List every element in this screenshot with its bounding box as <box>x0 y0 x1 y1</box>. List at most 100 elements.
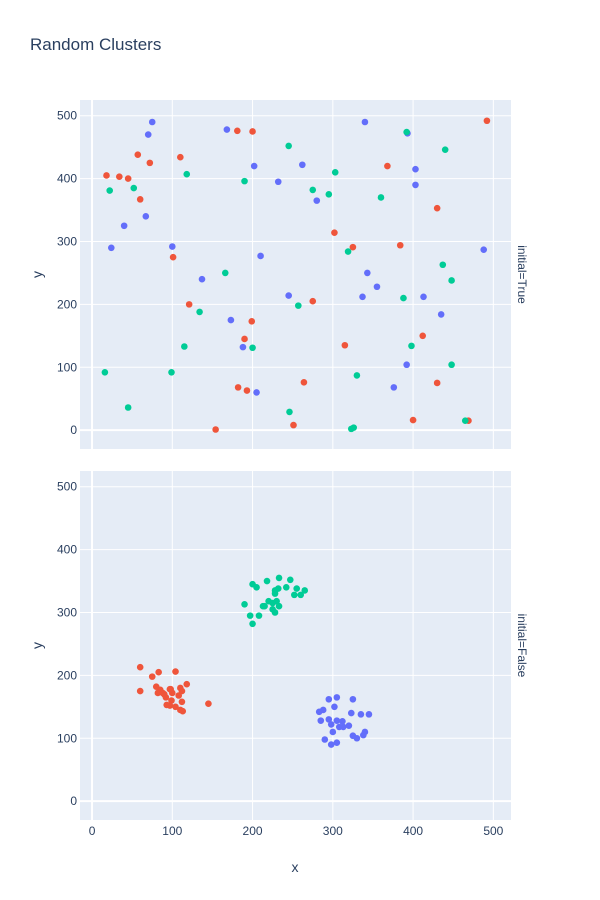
plot-background <box>80 471 511 820</box>
data-point <box>286 408 293 416</box>
data-point <box>116 173 123 181</box>
data-point <box>325 191 333 198</box>
x-tick-label: 200 <box>243 824 263 838</box>
data-point <box>169 253 177 261</box>
y-tick-label: 200 <box>57 297 77 311</box>
data-point <box>331 169 339 176</box>
data-point <box>253 584 260 591</box>
data-point <box>221 269 229 277</box>
data-point <box>271 609 279 616</box>
y-tick-label: 500 <box>57 480 77 494</box>
data-point <box>178 698 186 706</box>
data-point <box>437 311 445 318</box>
data-point <box>249 620 256 628</box>
x-axis-label: x <box>292 859 299 875</box>
data-point <box>271 587 279 594</box>
data-point <box>360 731 367 739</box>
x-tick-label: 100 <box>162 824 182 838</box>
data-point <box>408 342 415 350</box>
y-tick-label: 300 <box>57 234 77 248</box>
data-point <box>178 687 186 695</box>
data-point <box>205 700 212 707</box>
x-tick-label: 500 <box>483 824 503 838</box>
data-point <box>263 577 271 585</box>
data-point <box>243 387 251 394</box>
data-point <box>349 695 357 703</box>
data-point <box>419 332 427 340</box>
x-tick-label: 0 <box>89 824 96 838</box>
data-point <box>255 612 263 619</box>
data-point <box>359 293 366 301</box>
data-point <box>120 222 128 230</box>
data-point <box>274 178 282 186</box>
data-point <box>275 602 283 610</box>
plot-background <box>80 100 511 449</box>
data-point <box>148 673 156 680</box>
data-point <box>253 389 260 396</box>
data-point <box>448 277 455 284</box>
data-point <box>461 417 469 425</box>
data-point <box>365 711 373 718</box>
data-point <box>144 131 152 138</box>
data-point <box>295 302 302 309</box>
data-point <box>317 717 325 724</box>
data-point <box>106 187 113 194</box>
data-point <box>248 318 256 325</box>
data-point <box>403 361 410 369</box>
data-point <box>400 294 407 302</box>
data-point <box>390 384 398 391</box>
data-point <box>347 709 355 717</box>
data-point <box>357 711 365 718</box>
data-point <box>282 584 290 591</box>
data-point <box>196 308 203 316</box>
data-point <box>163 701 170 709</box>
data-point <box>327 741 335 748</box>
facet-panel-initial-false: 0 100 200 300 400 500 0 100 200 300 400 500 y initial… <box>29 471 529 838</box>
data-point <box>285 142 292 150</box>
data-point <box>353 734 361 742</box>
facet-label-initial-true: initial=True <box>515 245 529 304</box>
data-point <box>154 689 162 697</box>
data-point <box>300 379 308 386</box>
data-point <box>134 151 142 159</box>
data-point <box>350 424 357 431</box>
data-point <box>301 587 309 594</box>
x-tick-label: 400 <box>403 824 423 838</box>
data-point <box>333 739 341 746</box>
data-point <box>331 703 338 711</box>
data-point <box>168 697 175 704</box>
data-point <box>212 426 219 433</box>
data-point <box>353 372 361 379</box>
data-point <box>297 591 305 599</box>
data-point <box>377 194 385 201</box>
data-point <box>409 416 417 424</box>
data-point <box>286 576 294 584</box>
y-tick-label: 400 <box>57 172 77 186</box>
data-point <box>136 196 144 203</box>
data-point <box>325 716 333 723</box>
data-point <box>108 244 115 252</box>
data-point <box>124 404 132 411</box>
data-point <box>315 708 323 716</box>
data-point <box>234 127 241 135</box>
data-point <box>325 695 333 703</box>
data-point <box>313 197 321 204</box>
data-point <box>234 384 242 391</box>
data-point <box>103 172 110 179</box>
y-tick-label: 100 <box>57 731 77 745</box>
data-point <box>167 685 174 693</box>
data-point <box>168 243 176 250</box>
data-point <box>345 722 353 729</box>
data-point <box>241 177 248 185</box>
data-point <box>299 161 306 169</box>
data-point <box>293 585 301 592</box>
data-point <box>241 335 248 343</box>
data-point <box>177 153 184 161</box>
x-tick-label: 300 <box>323 824 343 838</box>
data-point <box>159 689 166 697</box>
data-point <box>329 728 337 736</box>
data-point <box>261 602 268 610</box>
data-point <box>198 275 206 283</box>
data-point <box>339 723 347 731</box>
